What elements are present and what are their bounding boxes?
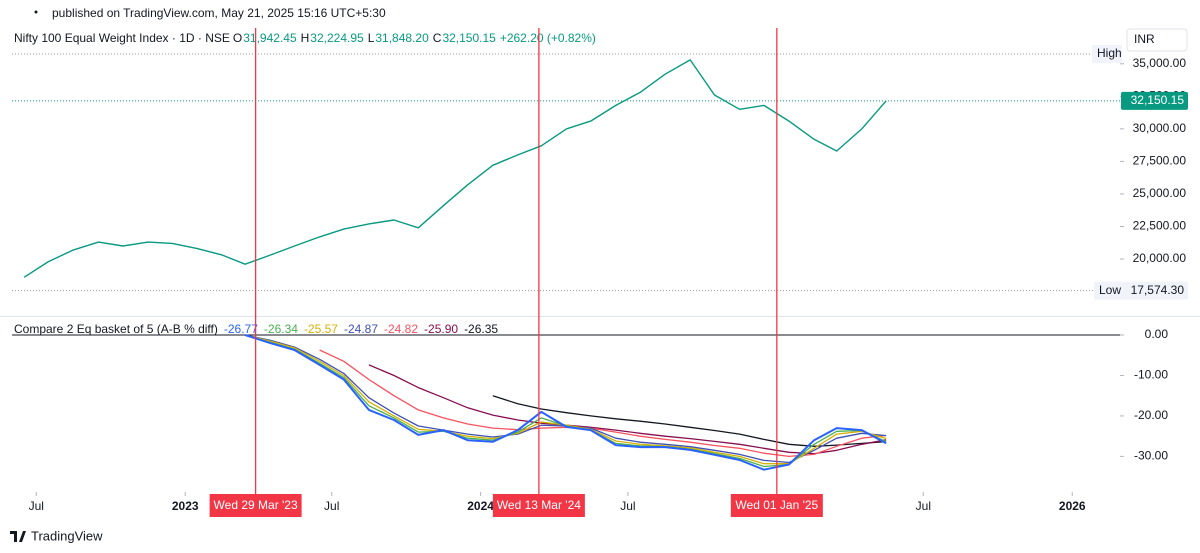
legend-value: -25.90 <box>424 322 458 336</box>
ohlc-key: H <box>301 31 310 45</box>
ohlc-key: O <box>233 31 242 45</box>
x-tick-label: 2024 <box>467 499 494 513</box>
brand-logo: TradingView <box>10 528 103 543</box>
currency-box[interactable] <box>1126 28 1188 52</box>
low-box <box>1094 281 1188 300</box>
y-tick-label: 30,000.00 <box>1133 121 1187 135</box>
last-price-label: 32,150.15 <box>1131 93 1185 107</box>
legend-value: -26.34 <box>264 322 298 336</box>
dot-icon <box>34 10 38 14</box>
data-line <box>23 59 887 278</box>
ohlc-value: 32,224.95 <box>310 31 364 45</box>
date-marker-label: Wed 29 Mar '23 <box>214 498 298 512</box>
y-tick-label: 20,000.00 <box>1133 251 1187 265</box>
date-marker-label: Wed 01 Jan '25 <box>735 498 818 512</box>
y-tick-label: 35,000.00 <box>1133 56 1187 70</box>
legend-value: -26.35 <box>464 322 498 336</box>
legend-value: -24.87 <box>344 322 378 336</box>
y-tick-label: -10.00 <box>1134 368 1168 382</box>
low-label: Low <box>1099 283 1121 297</box>
logo-icon <box>10 531 26 542</box>
ohlc-value: 31,848.20 <box>375 31 429 45</box>
published-note: published on TradingView.com, May 21, 20… <box>52 6 386 20</box>
y-tick-label: 25,000.00 <box>1133 186 1187 200</box>
symbol-title: Nifty 100 Equal Weight Index · 1D · NSE <box>14 31 230 45</box>
high-box <box>1092 45 1122 64</box>
x-tick-label: 2023 <box>172 499 199 513</box>
legend-value: -26.77 <box>224 322 258 336</box>
x-tick-label: Jul <box>29 499 44 513</box>
ohlc-value: 31,942.45 <box>243 31 297 45</box>
legend-value: -24.82 <box>384 322 418 336</box>
last-price-box <box>1121 91 1188 110</box>
brand-name: TradingView <box>31 528 103 543</box>
date-marker-box <box>492 494 585 517</box>
date-marker-box <box>209 494 302 517</box>
x-tick-label: Jul <box>916 499 931 513</box>
y-tick-label: 22,500.00 <box>1133 219 1187 233</box>
ohlc-value: 32,150.15 <box>442 31 496 45</box>
data-line <box>244 334 887 465</box>
x-tick-label: Jul <box>620 499 635 513</box>
legend-value: -25.57 <box>304 322 338 336</box>
y-tick-label: 0.00 <box>1145 327 1169 341</box>
price-change: +262.20 (+0.82%) <box>500 31 596 45</box>
x-tick-label: Jul <box>324 499 339 513</box>
currency: INR <box>1134 32 1155 46</box>
x-tick-label: 2026 <box>1059 499 1086 513</box>
y-tick-label: -20.00 <box>1134 408 1168 422</box>
ohlc-key: L <box>368 31 375 45</box>
data-line <box>319 349 887 458</box>
y-tick-label: -30.00 <box>1134 449 1168 463</box>
y-tick-label: 27,500.00 <box>1133 154 1187 168</box>
date-marker-label: Wed 13 Mar '24 <box>497 498 581 512</box>
ohlc-key: C <box>433 31 442 45</box>
high-label: High <box>1097 46 1122 60</box>
date-marker-box <box>730 494 823 517</box>
data-line <box>244 334 887 471</box>
low-value: 17,574.30 <box>1131 283 1185 297</box>
indicator-title: Compare 2 Eq basket of 5 (A-B % diff) <box>14 322 218 336</box>
